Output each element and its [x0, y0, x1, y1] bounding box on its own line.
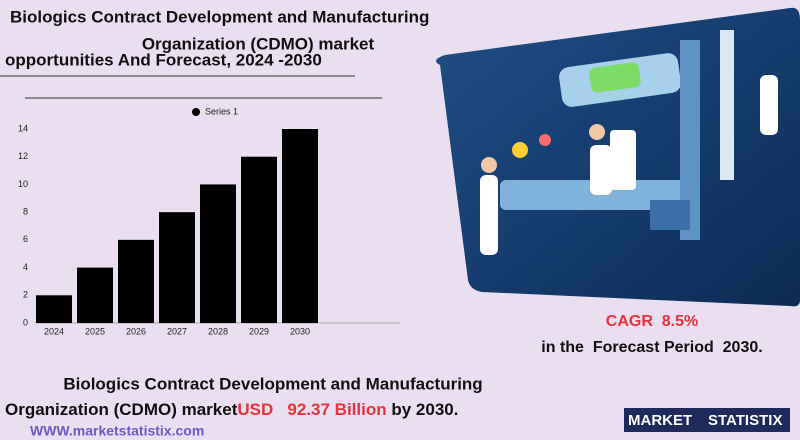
bar	[200, 184, 236, 323]
y-tick-label: 6	[23, 234, 28, 244]
bar	[241, 156, 277, 323]
y-tick-label: 0	[23, 317, 28, 327]
y-tick-label: 10	[18, 179, 28, 189]
cagr-label: CAGR 8.5%	[606, 313, 698, 330]
bar	[118, 239, 154, 323]
y-tick-label: 4	[23, 262, 28, 272]
x-tick-label: 2029	[249, 326, 269, 336]
y-tick-label: 14	[18, 123, 28, 133]
y-tick-label: 2	[23, 290, 28, 300]
x-tick-label: 2027	[167, 326, 187, 336]
y-tick-label: 12	[18, 151, 28, 161]
logo-text: MARKET	[628, 412, 692, 429]
bar	[159, 212, 195, 323]
bar	[77, 267, 113, 323]
x-tick-label: 2030	[290, 326, 310, 336]
x-tick-label: 2028	[208, 326, 228, 336]
logo-box	[624, 408, 790, 432]
x-tick-label: 2025	[85, 326, 105, 336]
footer-text: Organization (CDMO) market	[5, 400, 238, 419]
bar	[36, 295, 72, 323]
legend-label: Series 1	[205, 106, 238, 116]
x-tick-label: 2026	[126, 326, 146, 336]
lab-illustration	[436, 7, 800, 307]
y-tick-label: 8	[23, 207, 28, 217]
cagr-period: in the Forecast Period 2030.	[541, 339, 762, 356]
bar	[282, 129, 318, 323]
footer-text: by 2030.	[387, 400, 459, 419]
footer-line: Biologics Contract Development and Manuf…	[63, 374, 482, 393]
title-line: Organization (CDMO) market	[142, 34, 375, 53]
logo-text: STATISTIX	[708, 412, 782, 429]
website: WWW.marketstatistix.com	[30, 423, 204, 439]
title-line: Biologics Contract Development and Manuf…	[10, 7, 429, 26]
legend-marker	[192, 108, 200, 116]
footer-line: Organization (CDMO) marketUSD 92.37 Bill…	[5, 400, 458, 419]
market-value: USD 92.37 Billion	[237, 400, 386, 419]
title-line: opportunities And Forecast, 2024 -2030	[5, 50, 322, 69]
bar-chart: 0 2 4 6 8 10 12 14 Series 1 2024 2025 2026 2027 2028 2…	[18, 106, 318, 336]
x-tick-label: 2024	[44, 326, 64, 336]
